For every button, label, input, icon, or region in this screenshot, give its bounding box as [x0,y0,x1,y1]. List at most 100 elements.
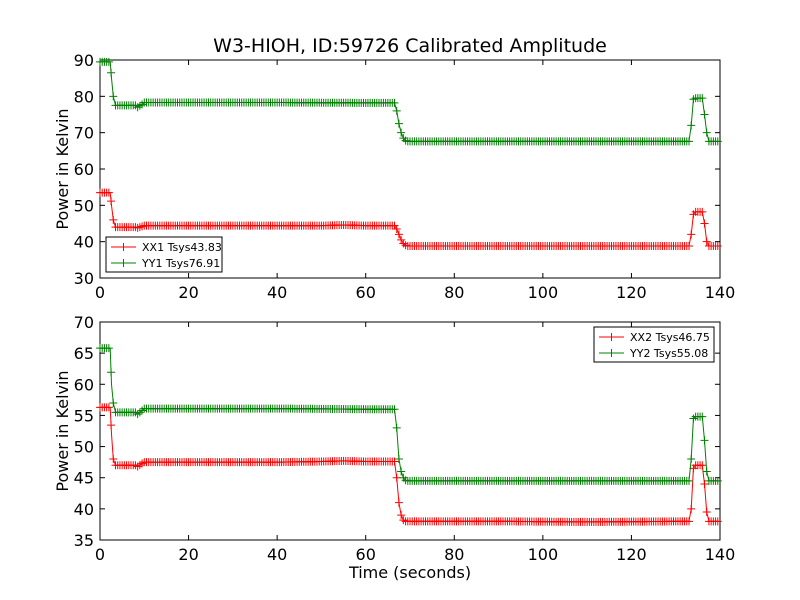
legend-marker-1-1 [119,243,128,251]
y-tick-label-2-0: 35 [74,531,94,550]
data-point-2-1-266 [685,517,693,526]
x-tick-label-1-3: 60 [356,283,376,302]
data-point-1-1-279 [713,242,722,251]
data-point-1-2-5 [107,68,116,77]
data-point-2-1-6 [109,455,118,464]
data-point-2-1-135 [394,498,403,507]
y-tick-label-2-4: 55 [74,406,94,425]
data-point-1-2-272 [698,94,707,103]
data-point-1-1-266 [685,242,693,251]
data-point-1-1-267 [687,230,696,239]
data-point-2-1-272 [698,461,707,470]
data-point-1-1-6 [109,215,118,224]
x-axis-label: Time (seconds) [348,563,471,582]
data-point-1-2-135 [394,119,403,128]
data-point-1-2-133 [390,98,399,107]
series-1-2 [96,57,722,146]
data-point-1-2-6 [109,92,118,101]
chart-title: W3-HIOH, ID:59726 Calibrated Amplitude [213,35,607,57]
legend-1: XX1 Tsys43.83 YY1 Tsys76.91 [105,236,223,273]
y-tick-label-1-1: 40 [74,233,94,252]
y-tick-label-2-1: 40 [74,500,94,519]
data-point-1-1-272 [698,207,707,216]
data-point-1-2-134 [392,106,401,115]
data-point-2-2-279 [713,476,722,485]
data-point-2-2-134 [392,423,401,432]
legend-marker-2-1 [607,333,616,341]
x-tick-label-1-5: 100 [528,283,559,302]
data-point-1-1-134 [392,224,401,233]
x-tick-label-1-1: 20 [178,283,198,302]
data-point-2-2-6 [109,398,118,407]
x-tick-label-2-3: 60 [356,545,376,564]
data-point-2-2-135 [394,455,403,464]
y-tick-label-2-3: 50 [74,438,94,457]
x-tick-label-1-7: 140 [705,283,736,302]
data-point-1-2-273 [700,110,709,119]
data-point-1-1-5 [107,197,116,206]
y-tick-label-2-6: 65 [74,344,94,363]
data-point-1-2-274 [702,128,711,137]
subplot-2: 0 20 40 60 80 100 120 140 35 40 45 50 55 60 65 70 Power … [53,313,735,564]
data-point-2-2-272 [698,412,707,421]
y-tick-label-1-4: 70 [74,124,94,143]
y-tick-label-2-7: 70 [74,313,94,332]
data-point-1-2-279 [713,137,722,146]
y-tick-label-1-3: 60 [74,160,94,179]
y-tick-label-2-2: 45 [74,469,94,488]
y-tick-label-1-6: 90 [74,51,94,70]
legend-marker-1-2 [119,259,128,267]
data-point-2-1-136 [397,511,406,520]
data-point-2-2-133 [390,405,399,414]
data-point-2-1-273 [700,479,709,488]
data-point-1-1-135 [394,230,403,239]
data-point-2-1-5 [107,421,116,430]
legend-box-2 [593,326,715,363]
data-point-2-1-274 [702,507,711,516]
x-tick-label-1-4: 80 [444,283,464,302]
data-point-1-2-267 [687,121,696,130]
legend-2: XX2 Tsys46.75 YY2 Tsys55.08 [593,326,715,363]
data-point-2-2-274 [702,467,711,476]
y-tick-label-1-5: 80 [74,87,94,106]
data-point-2-1-133 [390,457,399,466]
x-tick-label-1-2: 40 [267,283,287,302]
data-point-2-1-267 [687,504,696,513]
legend-label-1-2: YY1 Tsys76.91 [141,257,220,270]
y-tick-label-2-5: 60 [74,375,94,394]
data-point-1-2-266 [685,137,693,146]
y-axis-label-2: Power in Kelvin [53,370,72,491]
data-point-2-2-267 [687,455,696,464]
y-tick-label-1-0: 30 [74,269,94,288]
x-tick-label-2-2: 40 [267,545,287,564]
legend-box-1 [105,236,223,273]
legend-label-2-1: XX2 Tsys46.75 [630,331,710,344]
series-2-2 [96,344,722,485]
data-point-2-2-273 [700,436,709,445]
plots-container: 0 20 40 60 80 100 120 140 30 40 50 60 70 80 90 Power in… [53,51,735,564]
y-axis-label-1: Power in Kelvin [53,108,72,229]
data-point-1-1-4 [104,188,113,197]
data-point-1-1-273 [700,219,709,228]
data-point-2-2-266 [685,476,693,485]
legend-label-2-2: YY2 Tsys55.08 [629,347,708,360]
data-point-1-1-274 [702,237,711,246]
series-1-1 [96,188,722,251]
x-tick-label-2-7: 140 [705,545,736,564]
data-point-2-1-279 [713,517,722,526]
x-tick-label-2-0: 0 [95,545,105,564]
x-tick-label-2-5: 100 [528,545,559,564]
x-tick-label-2-6: 120 [616,545,647,564]
data-point-2-1-4 [104,403,113,412]
subplot-1: 0 20 40 60 80 100 120 140 30 40 50 60 70 80 90 Power in… [53,51,735,302]
data-point-2-2-136 [397,467,406,476]
legend-label-1-1: XX1 Tsys43.83 [142,241,222,254]
data-point-1-2-4 [104,57,113,66]
x-tick-label-2-1: 20 [178,545,198,564]
data-point-2-2-5 [107,368,116,377]
data-point-2-2-4 [104,344,113,353]
x-tick-label-2-4: 80 [444,545,464,564]
series-2-1 [96,403,722,526]
